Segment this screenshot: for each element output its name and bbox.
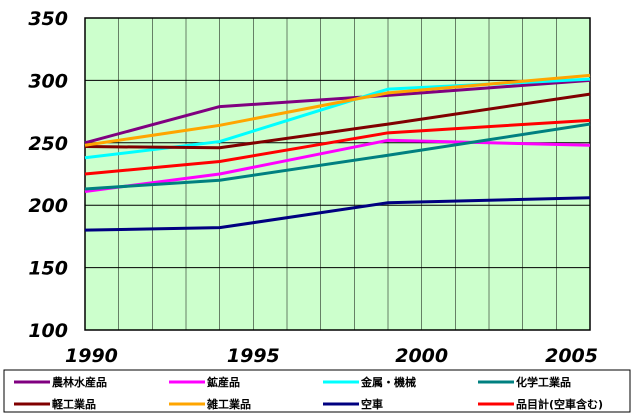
y-tick-label: 150 (28, 258, 68, 280)
series-line (84, 122, 591, 191)
y-tick-label: 250 (28, 133, 68, 155)
legend-label: 化学工業品 (516, 375, 571, 389)
x-tick-label: 2005 (545, 345, 598, 367)
series-line (84, 78, 591, 145)
y-tick-label: 350 (28, 8, 68, 30)
series-lines (84, 73, 591, 232)
series-line (84, 138, 591, 193)
x-tick-label: 1995 (227, 345, 280, 367)
legend-label: 空車 (361, 397, 383, 411)
y-tick-label: 200 (28, 195, 68, 217)
legend-box (3, 369, 631, 413)
legend-label: 農林水産品 (52, 375, 107, 389)
series-line (84, 196, 591, 232)
series-line (84, 118, 591, 176)
plot-background (85, 18, 590, 330)
legend-label: 鉱産品 (207, 375, 240, 389)
legend-label: 軽工業品 (52, 397, 96, 411)
y-axis-ticks: 100 150 200 250 300 350 (28, 8, 68, 342)
series-line (84, 92, 591, 150)
x-tick-label: 1990 (65, 345, 118, 367)
y-tick-label: 300 (28, 70, 68, 92)
x-tick-label: 2000 (395, 345, 448, 367)
legend-label: 品目計(空車含む) (516, 397, 603, 411)
x-axis-ticks: 1990 1995 2000 2005 (65, 345, 598, 367)
legend-label: 金属・機械 (360, 375, 416, 389)
legend-label: 雑工業品 (206, 397, 251, 411)
y-tick-label: 100 (28, 320, 68, 342)
series-line (84, 73, 591, 147)
